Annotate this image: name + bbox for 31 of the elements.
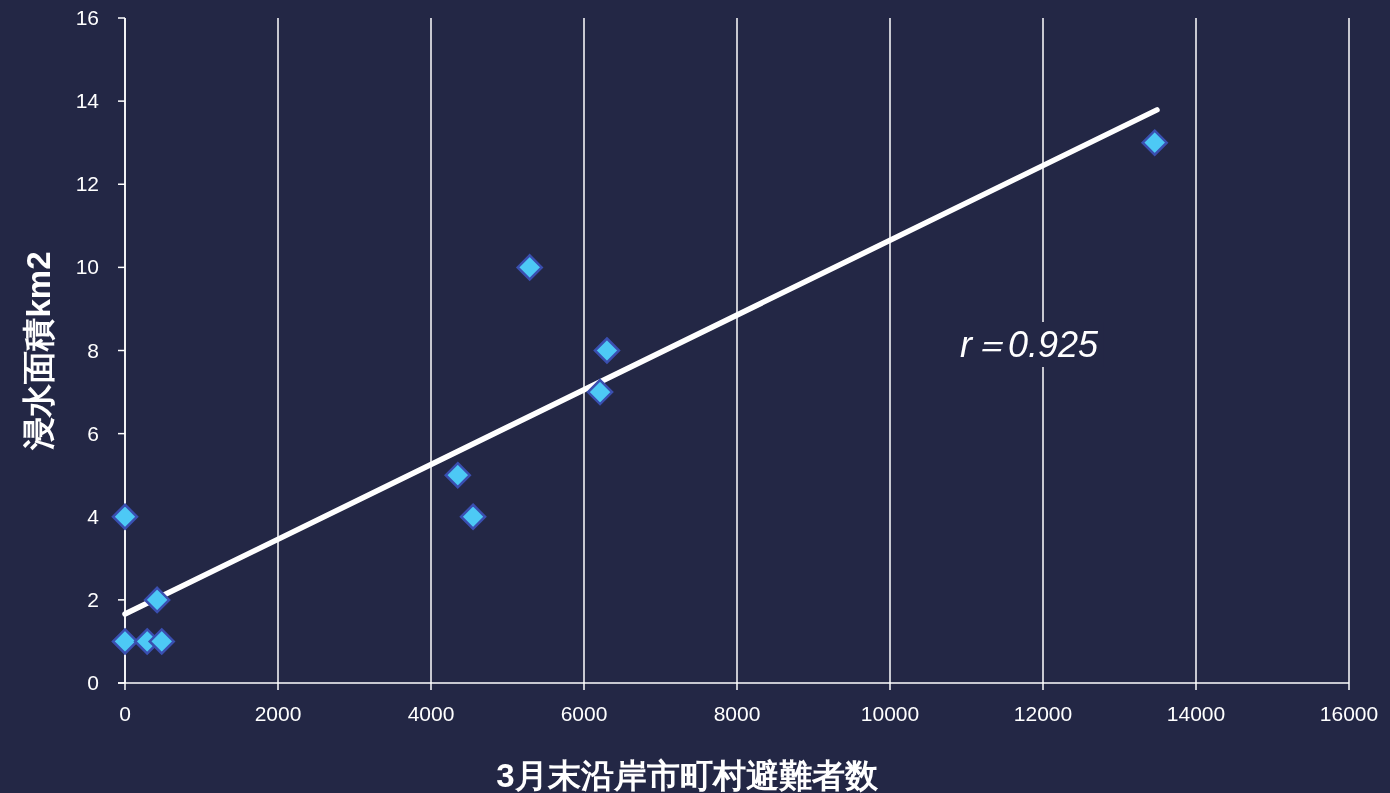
x-tick-label: 4000 [407,702,455,725]
point [111,503,139,530]
point [1141,129,1168,156]
point [143,586,171,614]
x-tick-label: 8000 [713,702,761,725]
y-tick-label: 6 [87,421,99,445]
y-tick-label: 10 [75,255,99,279]
point [111,628,139,655]
x-tick-label: 16000 [1319,702,1379,725]
point [148,628,175,655]
point [586,378,614,406]
y-tick-label: 8 [87,338,99,362]
x-tick-label: 2000 [254,702,302,725]
x-tick-label: 14000 [1166,702,1226,725]
y-tick-label: 12 [75,172,99,196]
annotation: r＝0.925 [960,324,1100,365]
point [459,503,487,530]
point [593,337,621,364]
x-tick-label: 0 [119,702,131,725]
y-tick-label: 0 [87,671,99,694]
x-tick-label: 10000 [860,702,920,725]
y-tick-label: 14 [75,89,100,113]
y-tick-label: 16 [75,6,99,29]
y-tick-label: 4 [87,504,100,528]
y-tick-label: 2 [87,587,99,611]
x-tick-label: 6000 [560,702,608,725]
point [516,254,543,281]
x-axis-title: 3月末沿岸市町村避難者数 [496,757,879,793]
point [444,461,472,489]
y-axis-title: 浸水面積km2 [20,251,57,451]
x-tick-label: 12000 [1013,702,1073,725]
